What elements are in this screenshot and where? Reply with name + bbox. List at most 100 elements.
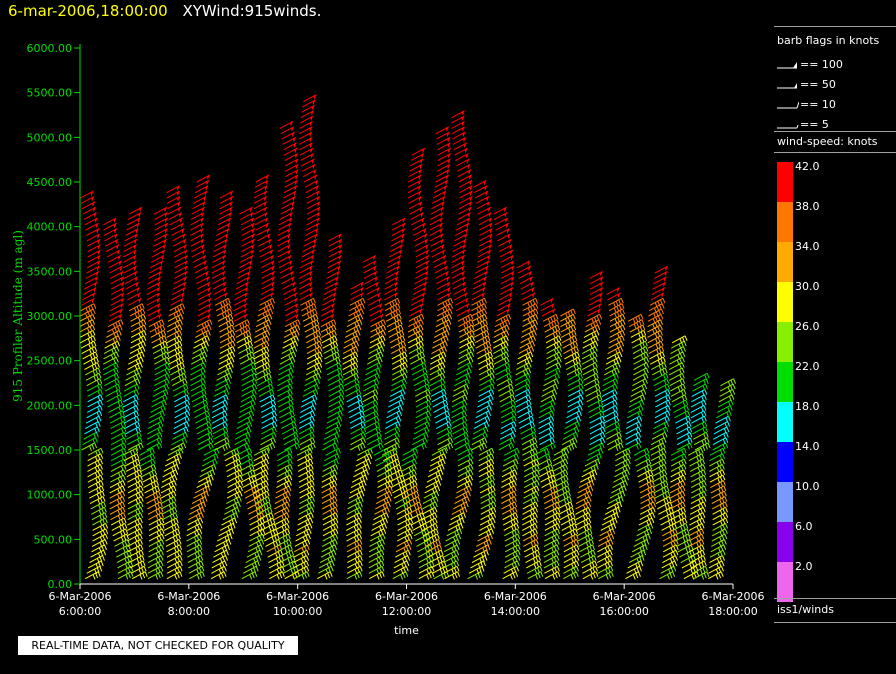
wind-barb-feather [330,515,334,521]
wind-barb-feather [319,357,323,363]
wind-barb [126,469,141,478]
wind-barb [151,335,165,344]
wind-barb-feather [182,367,186,374]
wind-barb [401,453,416,462]
wind-barb [256,313,271,322]
wind-barb-feather [527,318,531,324]
wind-barb-feather [548,412,552,418]
wind-barb-feather [529,509,533,516]
wind-barb [123,394,137,403]
wind-barb-feather [144,571,148,577]
wind-barb-feather [97,465,101,472]
wind-barb [433,405,447,413]
wind-barb-feather [134,531,138,537]
wind-barb [408,319,422,328]
wind-barb-feather [91,347,95,354]
wind-barb-feather [166,378,170,384]
wind-barb-feather [121,542,125,548]
wind-barb-feather [122,416,126,422]
wind-barb-feather [305,467,309,473]
wind-barb [499,437,513,446]
wind-barb [500,415,515,424]
wind-barb [168,356,182,365]
wind-barb-feather [530,316,534,323]
wind-barb [523,458,537,467]
wind-barb-feather [352,363,356,370]
wind-barb-feather [155,509,159,516]
wind-barb [546,351,560,360]
wind-barb [418,565,433,574]
wind-barb-feather [103,501,107,508]
wind-barb [166,565,181,574]
wind-barb [248,512,263,521]
wind-barb [190,378,204,387]
wind-barb [498,442,512,451]
wind-barb-flag [95,223,99,229]
wind-barb-flag [225,233,229,239]
wind-barb [457,474,471,483]
wind-barb-feather [286,449,290,455]
wind-barb [237,453,251,462]
wind-barb-feather [284,503,288,509]
wind-barb [305,372,319,381]
wind-barb-flag [228,212,232,218]
wind-barb-feather [538,555,541,561]
wind-barb-feather [124,540,128,547]
wind-barb [321,335,336,344]
wind-barb [325,447,339,456]
wind-barb-feather [180,444,184,450]
wind-barb-feather [89,320,93,327]
wind-barb [154,378,168,387]
wind-barb-flag [293,287,297,293]
wind-barb-feather [532,558,536,564]
wind-barb [219,351,233,360]
wind-barb-feather [552,520,556,527]
wind-barb [472,431,486,440]
wind-barb-feather [138,487,141,493]
wind-barb-feather [253,367,257,374]
wind-barb-flag [469,191,473,197]
wind-barb-feather [159,496,162,502]
wind-barb [328,394,343,403]
wind-barb-feather [271,536,275,543]
wind-barb-feather [528,394,532,400]
wind-barb-feather [513,410,517,417]
wind-barb [109,415,124,424]
wind-barb-feather [312,333,316,339]
wind-barb-feather [376,547,380,553]
wind-barb-flag [161,255,165,261]
wind-barb-feather [230,314,234,320]
wind-barb [475,410,489,419]
wind-barb-flag [203,196,207,202]
wind-barb-flag [134,271,138,277]
wind-barb-feather [223,395,227,402]
wind-barb-feather [87,333,91,339]
wind-barb [147,501,161,510]
wind-barb-feather [161,528,165,534]
wind-barb-flag [133,255,137,261]
wind-barb-feather [307,445,311,451]
wind-barb-feather [478,300,482,307]
wind-barb-flag [425,260,429,266]
wind-barb-feather [338,406,341,413]
wind-barb-feather [400,568,404,575]
wind-barb-flag [425,244,429,250]
wind-barb-feather [528,333,532,339]
wind-barb-flag [482,287,486,293]
wind-barb-feather [470,474,474,481]
wind-barb [385,415,400,424]
wind-barb-feather [178,539,182,545]
wind-barb [273,512,288,521]
wind-barb-feather [100,448,104,454]
wind-barb-feather [334,335,338,341]
wind-barb-feather [504,363,508,370]
wind-barb [261,421,275,430]
wind-barb-feather [415,485,419,492]
wind-barb [305,367,320,376]
wind-barb [362,405,377,413]
wind-barb-feather [176,306,180,312]
wind-barb-feather [464,444,468,450]
wind-barb-feather [303,531,307,537]
wind-barb [275,533,289,542]
wind-barb-feather [461,499,465,505]
